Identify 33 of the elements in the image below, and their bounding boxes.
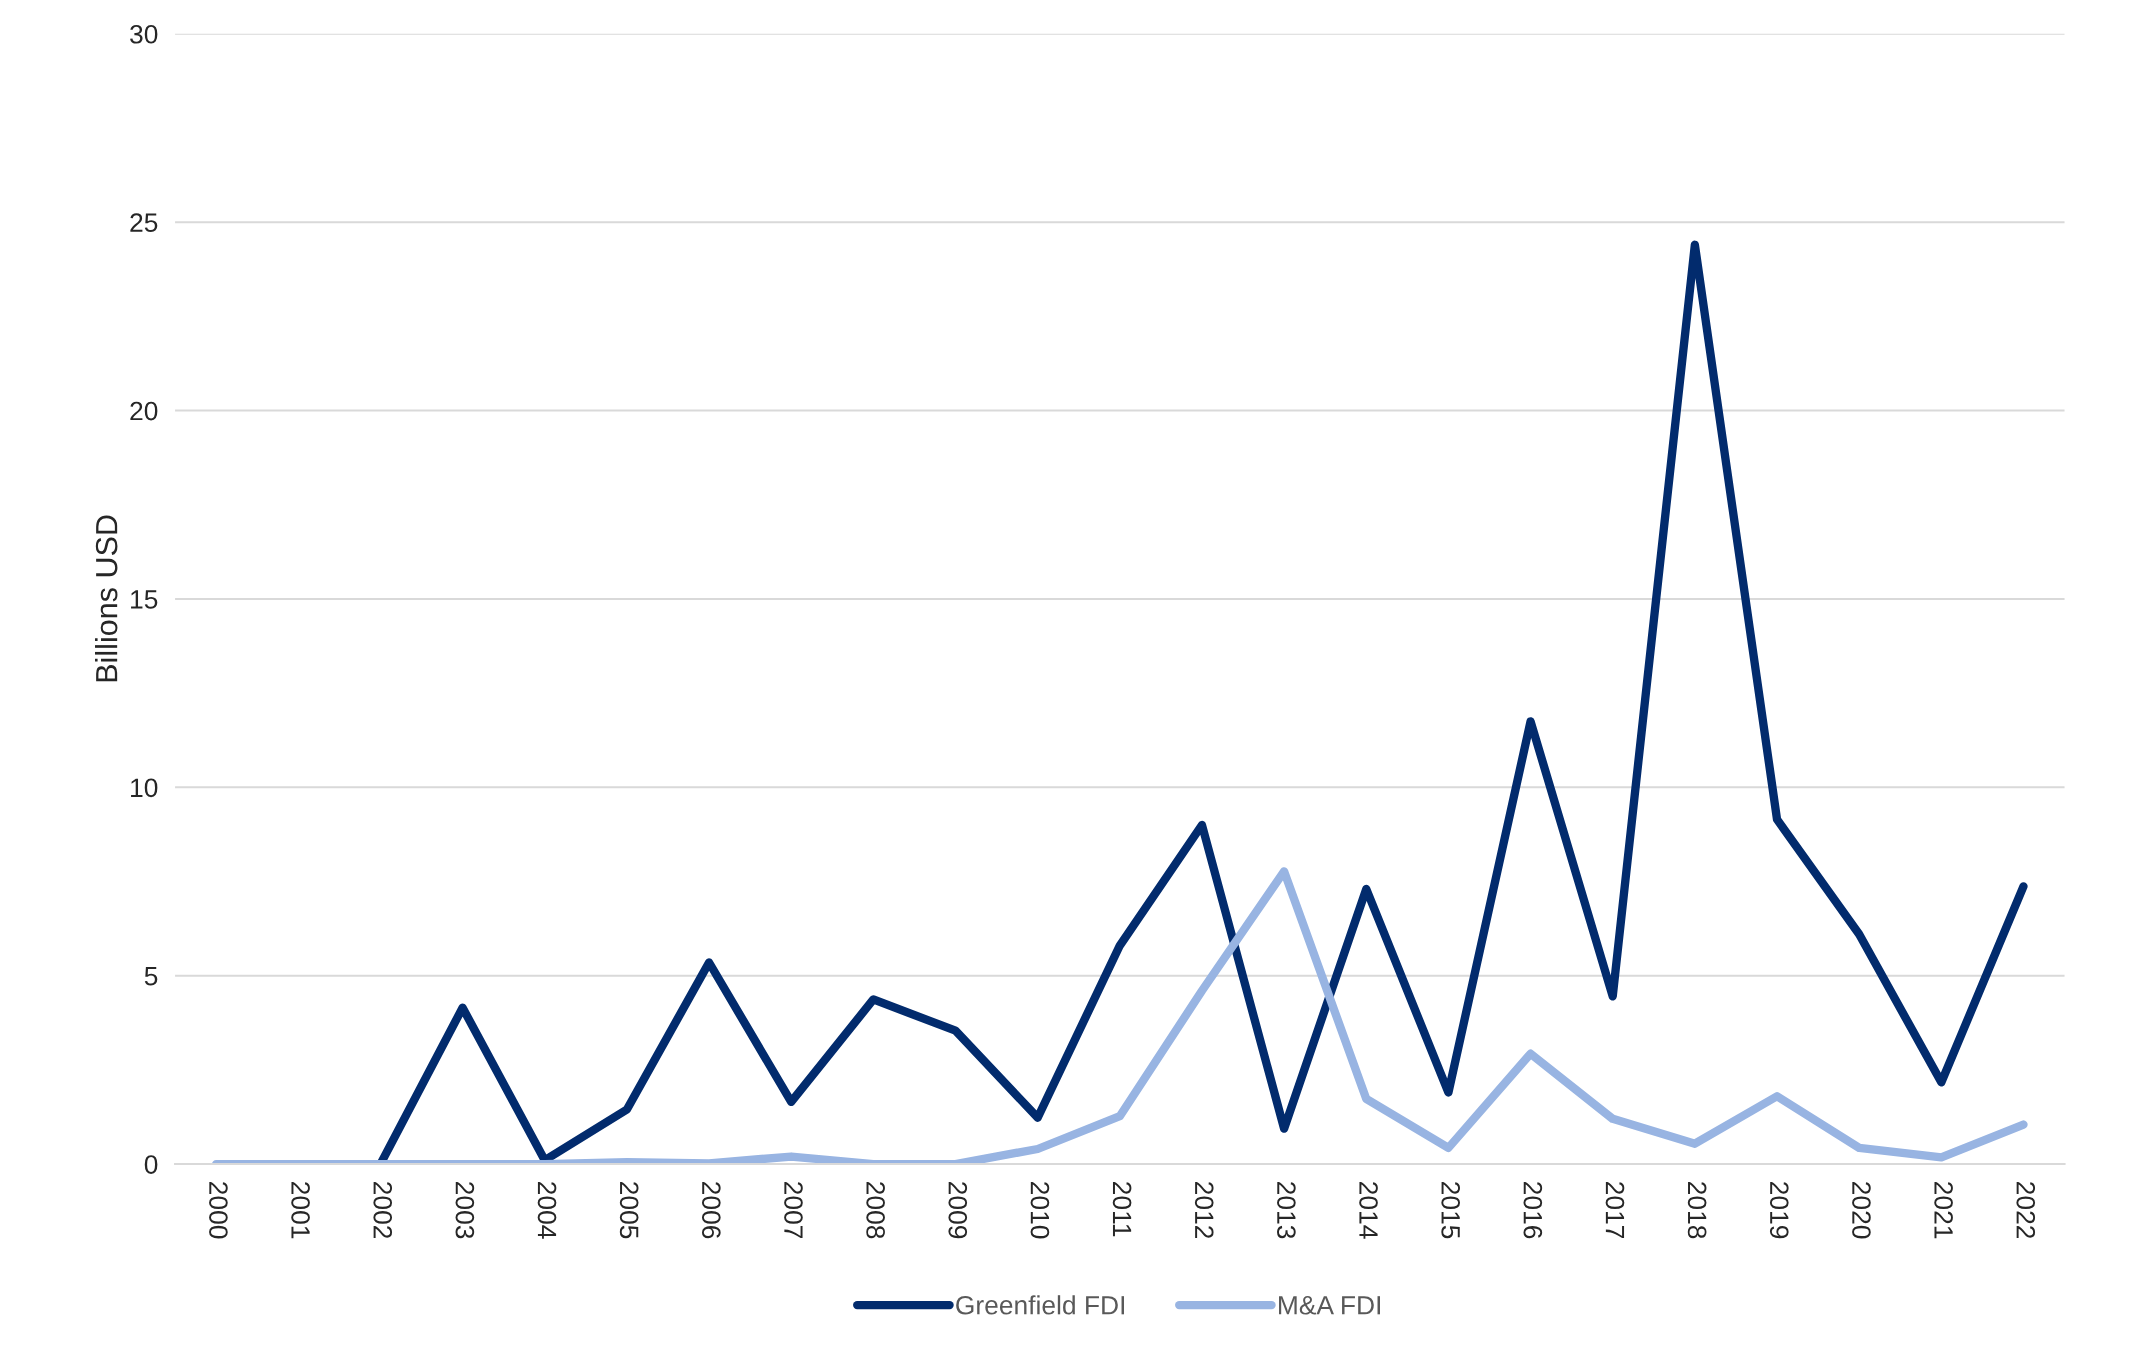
x-tick-label: 2005 (619, 1182, 639, 1239)
x-tick-label: 2001 (291, 1182, 310, 1239)
legend-label: Greenfield FDI (956, 1295, 1124, 1315)
x-tick-label: 2010 (1030, 1182, 1050, 1239)
x-tick-label: 2007 (784, 1182, 803, 1239)
x-tick-label: 2013 (1277, 1182, 1296, 1239)
y-tick-label: 30 (130, 24, 158, 44)
x-tick-label: 2018 (1687, 1182, 1707, 1239)
x-tick-label: 2014 (1359, 1182, 1378, 1239)
y-axis-title: Billions USD (95, 515, 118, 682)
legend-label: M&A FDI (1279, 1296, 1380, 1315)
y-tick-label: 10 (131, 778, 158, 798)
x-tick-label: 2021 (1934, 1182, 1953, 1239)
x-tick-label: 2008 (866, 1182, 885, 1239)
x-tick-label: 2011 (1112, 1182, 1132, 1237)
x-tick-label: 2004 (537, 1182, 557, 1239)
x-tick-label: 2020 (1852, 1182, 1871, 1239)
y-tick-label: 15 (131, 590, 158, 609)
x-tick-label: 2003 (455, 1182, 475, 1239)
y-tick-label: 0 (144, 1155, 158, 1174)
x-tick-label: 2000 (209, 1182, 228, 1239)
x-tick-label: 2015 (1441, 1182, 1461, 1239)
y-tick-label: 25 (130, 213, 158, 232)
x-tick-label: 2017 (1605, 1182, 1625, 1239)
x-tick-label: 2016 (1523, 1182, 1543, 1239)
y-tick-label: 20 (130, 401, 158, 421)
x-tick-label: 2002 (373, 1182, 393, 1239)
x-tick-label: 2009 (948, 1182, 968, 1239)
x-tick-label: 2006 (701, 1182, 721, 1239)
x-tick-label: 2022 (2016, 1182, 2036, 1239)
x-tick-label: 2012 (1194, 1182, 1214, 1239)
x-tick-label: 2019 (1769, 1182, 1789, 1239)
y-tick-label: 5 (144, 967, 158, 986)
